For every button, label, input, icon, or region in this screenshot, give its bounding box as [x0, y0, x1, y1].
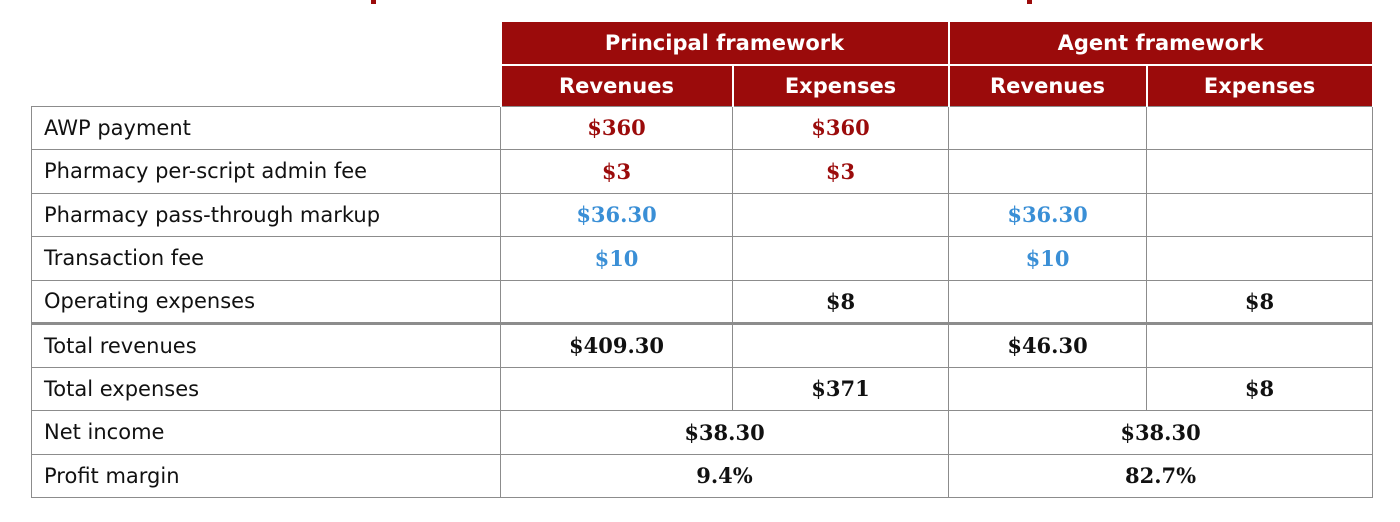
summary-row: Net income $38.30 $38.30	[31, 410, 1374, 455]
principal-revenues-cell: $360	[500, 105, 733, 150]
principal-framework-header: Principal framework	[499, 22, 950, 66]
agent-revenues-cell: $36.30	[948, 192, 1148, 237]
principal-expenses-cell: $360	[731, 105, 950, 150]
agent-expenses-cell	[1146, 236, 1374, 281]
agent-revenues-cell	[948, 149, 1148, 194]
agent-framework-header: Agent framework	[947, 22, 1374, 66]
top-cropped-edge	[0, 0, 1400, 8]
principal-revenues-cell	[500, 279, 733, 324]
agent-revenues-header: Revenues	[947, 65, 1148, 106]
principal-summary-cell: $38.30	[499, 410, 950, 455]
row-label: Total expenses	[31, 366, 501, 411]
row-label: Pharmacy pass-through markup	[31, 192, 501, 237]
agent-revenues-cell	[948, 105, 1148, 150]
row-label: Operating expenses	[31, 279, 501, 324]
table-row: Operating expenses $8 $8	[31, 279, 1374, 324]
agent-revenues-cell	[948, 279, 1148, 324]
principal-revenues-header: Revenues	[499, 65, 734, 106]
table-row: Pharmacy pass-through markup $36.30 $36.…	[31, 192, 1374, 237]
row-label: Transaction fee	[31, 236, 501, 281]
principal-revenues-cell: $10	[500, 236, 733, 281]
agent-expenses-cell	[1146, 105, 1374, 150]
agent-expenses-cell	[1146, 322, 1374, 368]
principal-expenses-cell	[731, 192, 950, 237]
total-row: Total expenses $371 $8	[31, 366, 1374, 411]
cropped-mark	[1027, 0, 1032, 4]
agent-summary-cell: $38.30	[948, 410, 1374, 455]
principal-expenses-cell: $8	[731, 279, 950, 324]
corner-cell	[31, 22, 501, 65]
principal-expenses-cell	[731, 236, 950, 281]
agent-expenses-cell: $8	[1146, 366, 1374, 411]
principal-summary-cell: 9.4%	[499, 453, 950, 498]
agent-expenses-cell: $8	[1146, 279, 1374, 324]
principal-revenues-cell	[500, 366, 733, 411]
cropped-mark	[371, 0, 376, 4]
principal-expenses-cell	[731, 322, 950, 368]
principal-revenues-cell: $36.30	[500, 192, 733, 237]
row-label: AWP payment	[31, 105, 501, 150]
agent-revenues-cell	[948, 366, 1148, 411]
framework-header-row: Principal framework Agent framework	[31, 22, 1374, 66]
principal-expenses-header: Expenses	[731, 65, 950, 106]
column-header-row: Revenues Expenses Revenues Expenses	[31, 65, 1374, 106]
total-row: Total revenues $409.30 $46.30	[31, 322, 1374, 368]
principal-expenses-cell: $3	[731, 149, 950, 194]
principal-revenues-cell: $3	[500, 149, 733, 194]
agent-expenses-cell	[1146, 149, 1374, 194]
summary-row: Profit margin 9.4% 82.7%	[31, 453, 1374, 498]
table-row: AWP payment $360 $360	[31, 105, 1374, 150]
agent-summary-cell: 82.7%	[948, 453, 1374, 498]
financial-comparison-table: Principal framework Agent framework Reve…	[31, 22, 1374, 498]
row-label: Pharmacy per-script admin fee	[31, 149, 501, 194]
row-label: Net income	[31, 410, 501, 455]
agent-expenses-header: Expenses	[1145, 65, 1374, 106]
agent-expenses-cell	[1146, 192, 1374, 237]
corner-cell	[31, 65, 501, 106]
row-label: Total revenues	[31, 322, 501, 368]
agent-revenues-cell: $10	[948, 236, 1148, 281]
table-row: Pharmacy per-script admin fee $3 $3	[31, 149, 1374, 194]
principal-revenues-cell: $409.30	[500, 322, 733, 368]
agent-revenues-cell: $46.30	[948, 322, 1148, 368]
row-label: Profit margin	[31, 453, 501, 498]
table-row: Transaction fee $10 $10	[31, 236, 1374, 281]
principal-expenses-cell: $371	[731, 366, 950, 411]
